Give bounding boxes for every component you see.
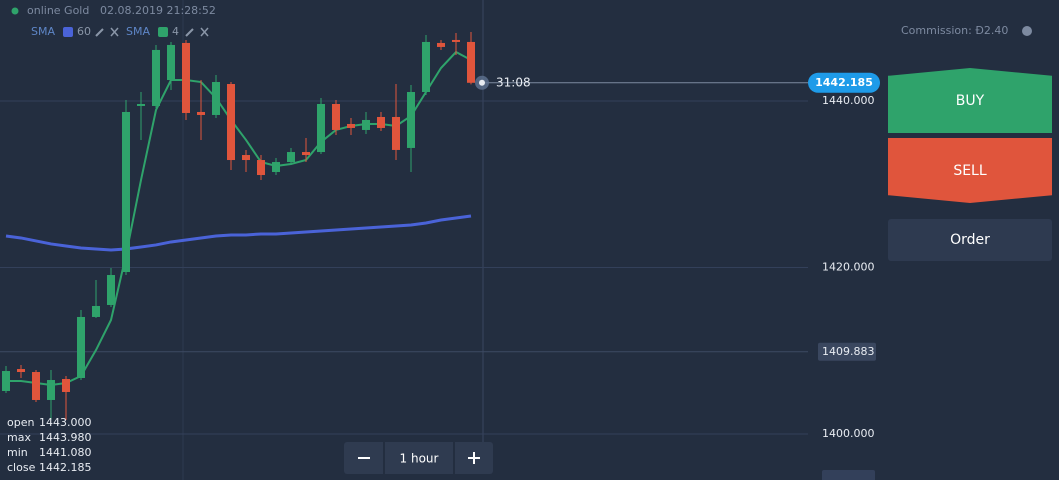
candle-body [227, 84, 235, 161]
candle-body [197, 111, 205, 115]
candle-body [362, 119, 370, 130]
y-tick-label: 1440.000 [822, 94, 875, 107]
candle-body [182, 42, 190, 113]
candle-body [212, 82, 220, 115]
timeframe[interactable]: 1 hour [400, 452, 439, 466]
candle-body [302, 152, 310, 156]
candle-body [2, 371, 10, 391]
commission: Commission: Đ2.40 [901, 24, 1008, 37]
datetime: 02.08.2019 21:28:52 [100, 4, 216, 17]
ohlc-label: max [7, 431, 31, 444]
candle-body [257, 160, 265, 176]
remove-icon[interactable] [110, 27, 119, 37]
candle-body [152, 49, 160, 106]
candle-body [437, 42, 445, 47]
candle-body [242, 155, 250, 161]
candle-body [77, 316, 85, 379]
timer: 31:08 [496, 75, 531, 89]
remove-icon[interactable] [200, 27, 209, 37]
candle-body [332, 103, 340, 130]
y-tick-label: 1420.000 [822, 261, 875, 274]
candle-body [392, 116, 400, 150]
indicator-color [63, 27, 73, 37]
ohlc-label: open [7, 416, 34, 429]
price-badge [808, 72, 880, 93]
ohlc-label: min [7, 446, 28, 459]
sell-button[interactable]: SELL [888, 138, 1052, 203]
candle-body [452, 39, 460, 42]
candle-body [422, 41, 430, 93]
candle-body [62, 379, 70, 392]
candle-body [407, 92, 415, 148]
indicator-name: SMA [31, 25, 55, 38]
buy-button[interactable]: BUY [888, 68, 1052, 133]
status: online Gold [27, 4, 89, 17]
sma-line [5, 214, 472, 252]
sma-line [6, 50, 472, 387]
candle-body [272, 162, 280, 173]
now-dot-core [479, 79, 485, 86]
ohlc-value: 1442.185 [39, 461, 92, 474]
timeframe-control [344, 442, 493, 474]
indicator-period: 60 [77, 25, 91, 38]
status-dot [11, 7, 19, 15]
candle-body [32, 372, 40, 400]
candle-body [467, 41, 475, 83]
candle-body [137, 103, 145, 106]
candle-body [92, 305, 100, 317]
ohlc-label: close [7, 461, 36, 474]
ohlc-value: 1441.080 [39, 446, 92, 459]
edit-icon[interactable] [95, 28, 104, 37]
candle-body [17, 369, 25, 373]
indicator-color [158, 27, 168, 37]
price-label: 1442.185 [815, 76, 873, 89]
candle-body [377, 116, 385, 128]
candle-body [107, 275, 115, 305]
ohlc-value: 1443.980 [39, 431, 92, 444]
candle-body [317, 103, 325, 153]
indicator-name: SMA [126, 25, 150, 38]
y-tick-label: 1400.000 [822, 427, 875, 440]
zoom-in[interactable] [468, 452, 480, 464]
level-label: 1409.883 [822, 345, 875, 358]
order-button[interactable]: Order [888, 219, 1052, 261]
level-badge [818, 342, 876, 361]
ohlc-value: 1443.000 [39, 416, 92, 429]
help-icon[interactable] [1022, 26, 1032, 36]
edit-icon[interactable] [185, 28, 194, 37]
candle-body [347, 123, 355, 128]
candle-body [167, 44, 175, 81]
candle-body [287, 152, 295, 163]
indicator-period: 4 [172, 25, 179, 38]
candle-body [47, 380, 55, 400]
axis-badge [822, 470, 875, 480]
candle-body [122, 111, 130, 273]
